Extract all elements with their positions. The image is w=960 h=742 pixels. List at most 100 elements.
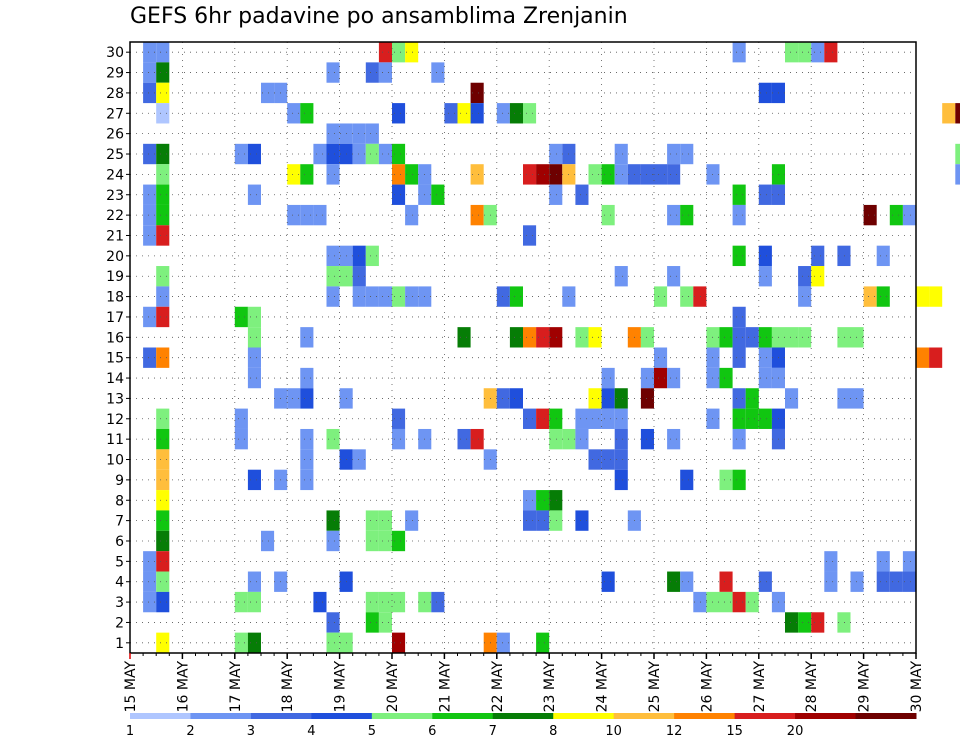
y-tick-label: 30 [106, 45, 124, 61]
heatmap-cell [156, 347, 170, 368]
y-tick-label: 9 [115, 473, 124, 489]
heatmap-cell [313, 204, 327, 226]
heatmap-cell [824, 551, 838, 572]
heatmap-cell [798, 286, 812, 307]
heatmap-cell [693, 591, 707, 613]
heatmap-cell [300, 449, 314, 470]
y-tick-label: 3 [115, 595, 124, 611]
heatmap-cell [929, 347, 943, 368]
heatmap-cell [143, 42, 157, 63]
heatmap-cell [614, 266, 628, 287]
heatmap-cell [614, 408, 628, 429]
heatmap-cell [247, 367, 261, 389]
heatmap-cell [680, 571, 694, 592]
heatmap-cell [876, 551, 890, 572]
heatmap-cell [247, 306, 261, 328]
heatmap-cell [457, 327, 471, 348]
y-tick-label: 6 [115, 534, 124, 550]
heatmap-cell [326, 164, 340, 185]
heatmap-cell [745, 327, 759, 348]
heatmap-cell [758, 82, 772, 104]
heatmap-cell [863, 286, 877, 307]
heatmap-cell [378, 62, 392, 83]
heatmap-cell [549, 164, 563, 185]
x-tick-label: 21 MAY [437, 661, 453, 713]
heatmap-cell [156, 551, 170, 572]
heatmap-cell [378, 143, 392, 165]
x-tick-label: 16 MAY [175, 661, 191, 713]
heatmap-cell [444, 103, 458, 124]
y-tick-label: 5 [115, 554, 124, 570]
heatmap-cell [719, 571, 733, 592]
legend-label: 6 [428, 724, 436, 739]
y-tick-label: 2 [115, 615, 124, 631]
heatmap-cell [365, 143, 379, 165]
x-tick-label: 29 MAY [857, 661, 873, 713]
legend-swatch [613, 713, 675, 719]
heatmap-cell [745, 388, 759, 409]
heatmap-cell [156, 408, 170, 429]
x-tick-label: 20 MAY [385, 661, 401, 713]
heatmap-cell [916, 347, 930, 368]
heatmap-cell [156, 490, 170, 511]
heatmap-cell [247, 591, 261, 613]
heatmap-cell [549, 184, 563, 205]
heatmap-cell [614, 449, 628, 470]
heatmap-cell [732, 591, 746, 613]
heatmap-cell [732, 42, 746, 63]
heatmap-cell [654, 286, 668, 307]
y-tick-label: 17 [106, 310, 124, 326]
heatmap-cell [392, 408, 406, 429]
y-tick-label: 13 [106, 391, 124, 407]
heatmap-cell [431, 62, 445, 83]
heatmap-cell [300, 428, 314, 450]
heatmap-cell [575, 428, 589, 450]
heatmap-cell [640, 327, 654, 348]
heatmap-cell [549, 428, 563, 450]
heatmap-cell [234, 591, 248, 613]
heatmap-cell [811, 245, 825, 267]
heatmap-cell [667, 571, 681, 592]
heatmap-cell [156, 571, 170, 592]
heatmap-cell [942, 103, 956, 124]
heatmap-cell [876, 286, 890, 307]
heatmap-cell [352, 449, 366, 470]
heatmap-cell [758, 571, 772, 592]
heatmap-cell [392, 184, 406, 205]
x-tick-label: 22 MAY [490, 661, 506, 713]
heatmap-cell [143, 591, 157, 613]
heatmap-cell [798, 612, 812, 633]
heatmap-cell [732, 184, 746, 205]
heatmap-cell [326, 428, 340, 450]
legend-label: 20 [787, 724, 804, 739]
heatmap-cell [300, 388, 314, 409]
heatmap-cell [365, 612, 379, 633]
x-tick-label: 30 MAY [909, 661, 925, 713]
heatmap-cell [143, 347, 157, 368]
heatmap-cell [601, 367, 615, 389]
heatmap-cell [536, 327, 550, 348]
heatmap-cell [667, 164, 681, 185]
legend-swatch [250, 713, 312, 719]
heatmap-cell [156, 225, 170, 246]
heatmap-cell [431, 591, 445, 613]
heatmap-cell [876, 571, 890, 592]
heatmap-cell [405, 42, 419, 63]
heatmap-cell [575, 327, 589, 348]
heatmap-cell [378, 530, 392, 552]
heatmap-cell [352, 123, 366, 144]
heatmap-cell [549, 143, 563, 165]
heatmap-cell [457, 428, 471, 450]
heatmap-cell [837, 327, 851, 348]
heatmap-cell [247, 143, 261, 165]
legend-swatch [311, 713, 373, 719]
heatmap-cell [732, 347, 746, 368]
heatmap-cell [156, 103, 170, 124]
heatmap-cell [156, 143, 170, 165]
heatmap-cell [234, 632, 248, 653]
heatmap-cell [352, 245, 366, 267]
heatmap-cell [509, 327, 523, 348]
heatmap-cell [549, 510, 563, 531]
y-tick-label: 23 [106, 188, 124, 204]
